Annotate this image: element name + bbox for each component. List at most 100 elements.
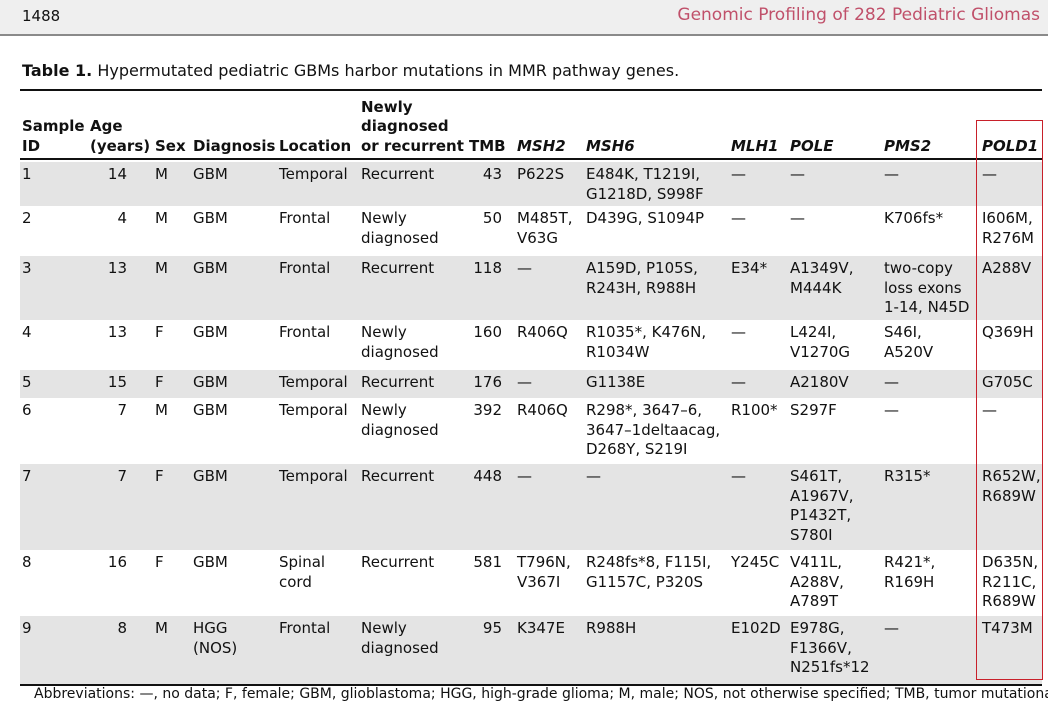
table-cell: T473M [982,619,1033,637]
table-cell: Q369H [982,323,1034,341]
page-number: 1488 [22,7,61,25]
table-cell: E102D [731,619,781,637]
table-cell: — [790,165,805,183]
table-cell: 95 [482,619,502,637]
table-cell: 50 [482,209,502,227]
table-cell: 16 [107,553,127,571]
table-cell: K706fs* [884,209,944,227]
table-cell: 118 [473,259,502,277]
caption-label: Table 1. [22,61,93,80]
top-rule [20,89,1042,91]
table-cell: G1138E [586,373,646,391]
table-cell: R652W, R689W [982,467,1041,505]
table-cell: R1035*, K476N, R1034W [586,323,707,361]
table-cell: E978G, F1366V, N251fs*12 [790,619,870,676]
table-cell: 4 [22,323,32,341]
table-cell: — [731,209,746,227]
table-cell: A1349V, M444K [790,259,854,297]
table-cell: R988H [586,619,637,637]
table-cell: F [155,467,164,485]
table-cell: M [155,401,168,419]
column-header: PMS2 [884,136,932,155]
table-cell: Spinal cord [279,553,326,591]
table-cell: Recurrent [361,165,435,183]
table-cell: A288V [982,259,1032,277]
table-cell: G705C [982,373,1033,391]
table-cell: — [517,373,532,391]
table-cell: Temporal [279,467,348,485]
table-cell: M [155,259,168,277]
table-cell: Recurrent [361,553,435,571]
column-header: Diagnosis [193,136,276,155]
table-cell: L424I, V1270G [790,323,851,361]
table-cell: K347E [517,619,565,637]
table-cell: Newly diagnosed [361,323,439,361]
table-cell: 7 [117,467,127,485]
running-title: Genomic Profiling of 282 Pediatric Gliom… [677,5,1040,25]
column-header: MLH1 [731,136,779,155]
table-cell: P622S [517,165,565,183]
table-cell: 392 [473,401,502,419]
table-cell: 2 [22,209,32,227]
table-cell: Newly diagnosed [361,401,439,439]
table-cell: 448 [473,467,502,485]
table-cell: S297F [790,401,837,419]
row-bg [20,162,1042,206]
highlight-box [976,120,1043,680]
table-cell: — [884,165,899,183]
header-rule [20,158,1042,160]
table-cell: two-copy loss exons 1-14, N45D [884,259,970,316]
table-cell: A2180V [790,373,849,391]
table-cell: — [790,209,805,227]
column-header: Sex [155,136,186,155]
table-cell: E484K, T1219I, G1218D, S998F [586,165,704,203]
table-cell: — [586,467,601,485]
column-header: POLE [790,136,834,155]
table-cell: R421*, R169H [884,553,936,591]
table-cell: Frontal [279,259,331,277]
table-cell: HGG (NOS) [193,619,238,657]
table-cell: GBM [193,553,228,571]
table-cell: S461T, A1967V, P1432T, S780I [790,467,854,544]
table-cell: R100* [731,401,778,419]
row-bg [20,370,1042,398]
table-cell: — [731,323,746,341]
table-cell: GBM [193,323,228,341]
table-cell: F [155,323,164,341]
table-cell: F [155,553,164,571]
table-cell: Recurrent [361,373,435,391]
table-cell: GBM [193,259,228,277]
row-bg [20,464,1042,550]
table-cell: 5 [22,373,32,391]
table-cell: — [884,373,899,391]
table-cell: R315* [884,467,931,485]
column-header: TMB [469,136,506,155]
table-cell: 176 [473,373,502,391]
table-cell: GBM [193,209,228,227]
table-cell: 9 [22,619,32,637]
table-cell: M [155,619,168,637]
table-cell: 8 [22,553,32,571]
table-cell: Frontal [279,323,331,341]
table-cell: M [155,209,168,227]
header-bar: 1488 Genomic Profiling of 282 Pediatric … [0,0,1048,36]
caption: Table 1. Hypermutated pediatric GBMs har… [22,61,679,80]
column-header: Location [279,136,352,155]
row-bg [20,256,1042,320]
table-cell: 581 [473,553,502,571]
table-cell: 1 [22,165,32,183]
table-cell: Temporal [279,373,348,391]
table-cell: E34* [731,259,768,277]
footnote: Abbreviations: —, no data; F, female; GB… [34,686,1048,702]
table-cell: S46I, A520V [884,323,934,361]
table-cell: I606M, R276M [982,209,1034,247]
table-cell: 7 [22,467,32,485]
table-cell: Recurrent [361,467,435,485]
table-cell: R248fs*8, F115I, G1157C, P320S [586,553,712,591]
table-cell: — [982,401,997,419]
column-header: Sample ID [22,117,85,155]
row-bg [20,616,1042,684]
table-cell: 4 [117,209,127,227]
column-header: MSH2 [517,136,566,155]
